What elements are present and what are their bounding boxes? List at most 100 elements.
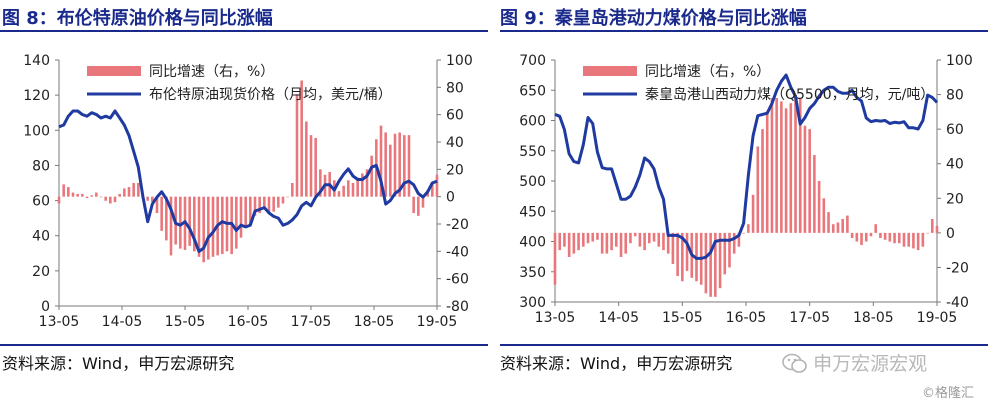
- bar: [704, 232, 708, 294]
- bar: [99, 196, 103, 198]
- bar: [221, 196, 224, 255]
- y-left-tick-label: 100: [23, 123, 50, 139]
- bar: [822, 198, 826, 233]
- bar: [817, 181, 821, 233]
- y-left-tick-label: 650: [519, 83, 546, 99]
- y-left-tick-label: 0: [41, 299, 50, 315]
- bar: [267, 196, 271, 214]
- bar: [123, 188, 126, 197]
- y-right-tick-label: 40: [446, 135, 464, 151]
- bar: [874, 224, 877, 233]
- y-right-tick-label: -20: [446, 217, 469, 233]
- bar: [751, 194, 755, 233]
- y-right-tick-label: 100: [946, 53, 973, 69]
- bar: [784, 108, 788, 233]
- bar: [888, 232, 892, 242]
- y-right-tick-label: -20: [946, 260, 969, 276]
- bar: [850, 232, 854, 239]
- bar: [860, 232, 863, 245]
- bar: [761, 129, 764, 233]
- bar: [756, 146, 760, 233]
- bar: [305, 121, 308, 197]
- y-left-tick-label: 700: [519, 53, 546, 69]
- source-rule-right: [500, 344, 988, 346]
- bar: [864, 232, 868, 242]
- bar: [67, 187, 70, 197]
- bar: [90, 195, 93, 197]
- bar: [160, 196, 163, 231]
- bar: [132, 183, 135, 197]
- bar: [71, 192, 75, 197]
- legend-label-bar: 同比增速（右，%）: [645, 64, 770, 80]
- bar: [775, 98, 778, 233]
- bar: [798, 98, 802, 233]
- y-left-tick-label: 60: [32, 194, 50, 210]
- bar: [813, 155, 816, 233]
- x-tick-label: 17-05: [789, 310, 830, 326]
- bar: [666, 232, 670, 254]
- bar: [85, 196, 89, 199]
- bar: [897, 232, 901, 244]
- bar: [272, 196, 275, 212]
- y-left-tick-label: 600: [519, 114, 546, 130]
- bar: [794, 94, 797, 233]
- bar: [337, 191, 341, 197]
- chart-left: 0 20 40 60 80 100 120 140 -80 -60 -40 -20 0 20 40 60 80 1…: [23, 53, 472, 330]
- bar: [662, 232, 665, 251]
- bar: [619, 232, 623, 258]
- bar: [577, 232, 580, 251]
- chart-title-left: 图 8：布伦特原油价格与同比涨幅: [2, 8, 273, 29]
- y-right-tick-label: 80: [446, 80, 464, 96]
- bar: [615, 232, 618, 247]
- chart-title-right: 图 9：秦皇岛港动力煤价格与同比涨幅: [500, 8, 807, 29]
- bar: [76, 193, 79, 197]
- bar: [572, 232, 576, 254]
- bar: [151, 196, 154, 203]
- bar: [361, 173, 364, 197]
- y-right-tick-label: 40: [946, 157, 964, 173]
- x-tick-label: 15-05: [662, 310, 703, 326]
- bar: [930, 219, 934, 233]
- bar: [421, 196, 425, 208]
- y-right-tick-label: 80: [946, 88, 964, 104]
- bar: [165, 196, 168, 241]
- y-left-tick-label: 140: [23, 53, 50, 69]
- bar: [365, 169, 369, 197]
- bar: [202, 196, 205, 263]
- bar: [789, 103, 793, 233]
- bar: [671, 232, 675, 264]
- bar: [57, 196, 61, 204]
- y-right-tick-label: -40: [446, 244, 469, 260]
- bar: [676, 232, 679, 277]
- bar: [553, 232, 557, 285]
- bar: [207, 196, 210, 260]
- bar: [356, 177, 359, 197]
- bar: [718, 232, 722, 289]
- bar: [841, 219, 844, 233]
- bar: [384, 132, 387, 197]
- bar: [558, 232, 562, 251]
- bar: [300, 80, 303, 197]
- bar: [81, 193, 84, 197]
- y-right-tick-label: -40: [946, 295, 969, 311]
- y-left-tick-label: 550: [519, 144, 546, 160]
- bar: [916, 232, 920, 251]
- bar: [803, 125, 807, 233]
- bar: [827, 212, 830, 233]
- y-left-tick-label: 120: [23, 88, 50, 104]
- bar: [127, 187, 131, 197]
- bar: [563, 232, 566, 247]
- bar: [277, 196, 280, 208]
- bar: [808, 129, 811, 233]
- watermark-credit: ©格隆汇: [922, 386, 975, 401]
- bar: [239, 196, 243, 238]
- y-right-tick-label: -80: [446, 299, 469, 315]
- x-tick-label: 19-05: [917, 310, 958, 326]
- bar: [742, 232, 745, 234]
- bar: [193, 196, 196, 252]
- y-right-tick-label: 60: [446, 108, 464, 124]
- bar: [393, 133, 397, 197]
- bar: [855, 232, 859, 242]
- bar: [109, 196, 112, 204]
- y-right-tick-label: 20: [446, 162, 464, 178]
